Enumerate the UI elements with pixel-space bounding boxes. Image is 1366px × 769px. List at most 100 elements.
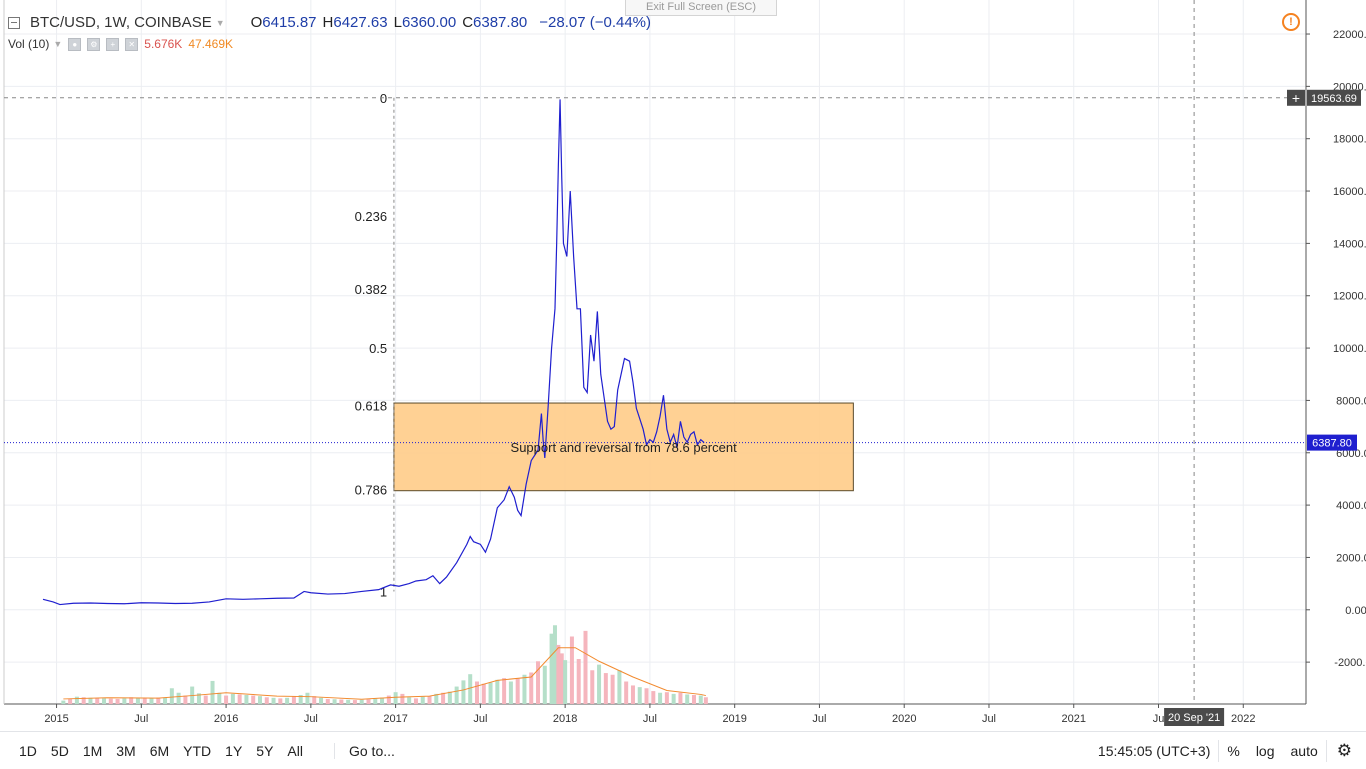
close-icon[interactable]: ✕ [125, 37, 139, 51]
x-tick-label: Jul [134, 713, 148, 725]
y-tick-label: 0.00 [1345, 605, 1366, 617]
ohlc-open: O6415.87 [250, 14, 317, 31]
add-icon[interactable]: + [106, 37, 120, 51]
volume-bar [325, 698, 330, 704]
y-tick-label: 12000.00 [1333, 291, 1366, 303]
volume-bar [454, 686, 459, 704]
volume-bar [169, 688, 174, 704]
volume-bar [237, 694, 242, 704]
y-tick-label: 10000.00 [1333, 343, 1366, 355]
volume-bar [196, 693, 201, 704]
volume-bar [312, 696, 317, 704]
volume-bar [685, 694, 690, 704]
y-tick-label: 14000.00 [1333, 238, 1366, 250]
volume-bar [637, 687, 642, 704]
volume-bar [217, 692, 222, 704]
symbol-legend: BTC/USD, 1W, COINBASE ▼ O6415.87 H6427.6… [8, 14, 651, 31]
range-button-3m[interactable]: 3M [116, 742, 136, 759]
symbol-title[interactable]: BTC/USD, 1W, COINBASE [30, 14, 212, 31]
volume-bar [461, 680, 466, 704]
volume-bar [163, 697, 168, 704]
volume-bar [529, 672, 534, 704]
volume-bar [339, 699, 344, 704]
volume-bar [522, 674, 527, 704]
range-button-ytd[interactable]: YTD [183, 742, 212, 759]
range-button-1y[interactable]: 1Y [225, 742, 243, 759]
x-tick-label: Jul [812, 713, 826, 725]
gear-icon[interactable]: ⚙ [1336, 740, 1352, 760]
clock[interactable]: 15:45:05 (UTC+3) [1097, 742, 1211, 759]
exit-fullscreen-button[interactable]: Exit Full Screen (ESC) [625, 0, 777, 16]
ohlc-close: C6387.80 [462, 14, 528, 31]
range-button-6m[interactable]: 6M [149, 742, 170, 759]
range-button-1d[interactable]: 1D [19, 742, 37, 759]
collapse-legend-icon[interactable] [8, 16, 20, 29]
volume-bar [393, 692, 398, 704]
volume-bar [563, 660, 568, 704]
plus-icon: + [1292, 90, 1300, 106]
x-tick-label: Jul [982, 713, 996, 725]
volume-bar [556, 644, 561, 704]
y-tick-label: 6000.00 [1336, 448, 1366, 460]
auto-toggle[interactable]: auto [1290, 742, 1318, 759]
volume-legend: Vol (10) ▼ ● ⚙ + ✕ 5.676K 47.469K [8, 37, 233, 51]
log-toggle[interactable]: log [1255, 742, 1275, 759]
settings-icon[interactable]: ⚙ [87, 37, 101, 51]
volume-bar [291, 696, 296, 704]
volume-bar [549, 633, 554, 704]
volume-label[interactable]: Vol (10) [8, 37, 50, 51]
volume-bar [359, 699, 364, 704]
volume-bar [671, 693, 676, 704]
ohlc-low: L6360.00 [393, 14, 457, 31]
volume-bar [373, 698, 378, 704]
x-tick-label: Jul [473, 713, 487, 725]
y-tick-label: -2000.00 [1334, 657, 1366, 669]
volume-bar [413, 698, 418, 704]
volume-bar [630, 685, 635, 704]
fib-level-label: 0.5 [369, 341, 387, 356]
volume-bar [552, 625, 557, 704]
y-tick-label: 18000.00 [1333, 134, 1366, 146]
y-tick-label: 22000.00 [1333, 29, 1366, 41]
volume-bar [142, 698, 147, 704]
x-tick-label: 2019 [722, 713, 746, 725]
volume-bar [156, 697, 161, 704]
volume-bar [285, 697, 290, 704]
volume-bar [569, 636, 574, 704]
annotation-box [393, 402, 854, 492]
range-button-all[interactable]: All [287, 742, 303, 759]
symbol-dropdown-icon[interactable]: ▼ [215, 17, 225, 28]
volume-bar [651, 691, 656, 704]
volume-bar [278, 698, 283, 704]
divider [1325, 739, 1327, 762]
range-button-5d[interactable]: 5D [50, 742, 69, 759]
divider [1218, 739, 1220, 762]
eye-icon[interactable]: ● [68, 37, 82, 51]
volume-bar [658, 692, 663, 704]
volume-bar [597, 664, 602, 704]
x-tick-label: Jul [643, 713, 657, 725]
volume-bar [319, 697, 324, 704]
volume-bar [583, 630, 588, 704]
fib-level-label: 0.236 [355, 209, 388, 224]
range-button-1m[interactable]: 1M [82, 742, 103, 759]
alert-icon[interactable]: ! [1282, 13, 1300, 31]
bottom-right-controls: 15:45:05 (UTC+3) % log auto ⚙ [1090, 732, 1366, 769]
volume-bar [380, 697, 385, 704]
volume-bar [244, 695, 249, 704]
percent-toggle[interactable]: % [1227, 742, 1240, 759]
volume-dropdown-icon[interactable]: ▼ [53, 39, 63, 49]
volume-bar [386, 695, 391, 704]
volume-bar [122, 698, 127, 704]
x-tick-label: 2018 [553, 713, 577, 725]
volume-bar [559, 653, 564, 704]
crosshair-date-badge [1164, 708, 1225, 726]
crosshair-price-label: 19563.69 [1311, 93, 1357, 105]
volume-bar [691, 695, 696, 704]
volume-bar [644, 688, 649, 704]
range-button-5y[interactable]: 5Y [256, 742, 274, 759]
goto-button[interactable]: Go to... [333, 742, 395, 759]
price-line [42, 99, 705, 606]
volume-bar [298, 695, 303, 704]
